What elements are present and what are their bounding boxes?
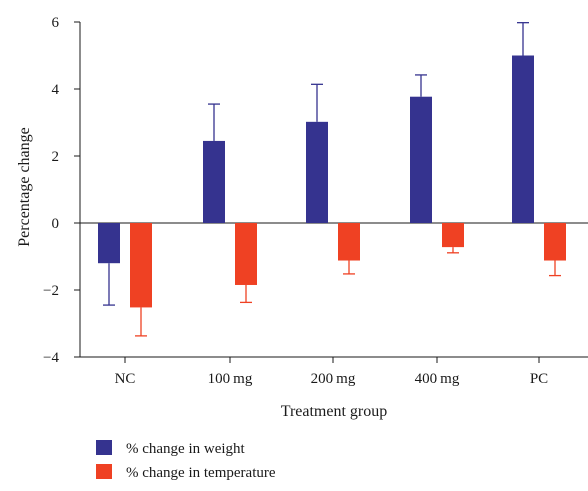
x-tick-label: 200 mg xyxy=(311,371,356,387)
bar-temperature xyxy=(544,223,566,261)
bar-temperature xyxy=(130,223,152,308)
y-tick-label: 6 xyxy=(52,15,60,31)
bar-weight xyxy=(203,140,225,223)
bar-weight xyxy=(512,55,534,223)
bar-temperature xyxy=(338,223,360,261)
legend-label: % change in weight xyxy=(126,441,246,457)
y-tick-label: −2 xyxy=(43,283,59,299)
y-axis-label: Percentage change xyxy=(16,127,33,246)
axes: 6 4 2 0 −2 −4 NC 100 mg 200 mg 400 mg PC xyxy=(43,15,588,387)
axis-labels: Treatment group Percentage change xyxy=(16,127,387,420)
bar-temperature xyxy=(235,223,257,285)
bars xyxy=(98,55,566,308)
x-tick-label: PC xyxy=(530,371,548,387)
bar-weight xyxy=(410,96,432,223)
legend: % change in weight % change in temperatur… xyxy=(96,440,276,481)
y-tick-label: 2 xyxy=(52,149,60,165)
y-tick-label: −4 xyxy=(43,350,59,366)
error-bars xyxy=(103,22,561,337)
bar-weight xyxy=(306,121,328,223)
y-tick-label: 4 xyxy=(52,82,60,98)
x-tick-label: NC xyxy=(115,371,136,387)
x-tick-label: 100 mg xyxy=(208,371,253,387)
legend-swatch xyxy=(96,464,112,479)
bar-weight xyxy=(98,223,120,264)
legend-label: % change in temperature xyxy=(126,465,276,481)
bar-temperature xyxy=(442,223,464,248)
legend-swatch xyxy=(96,440,112,455)
x-axis-label: Treatment group xyxy=(281,403,388,420)
y-tick-label: 0 xyxy=(52,216,60,232)
x-tick-label: 400 mg xyxy=(415,371,460,387)
